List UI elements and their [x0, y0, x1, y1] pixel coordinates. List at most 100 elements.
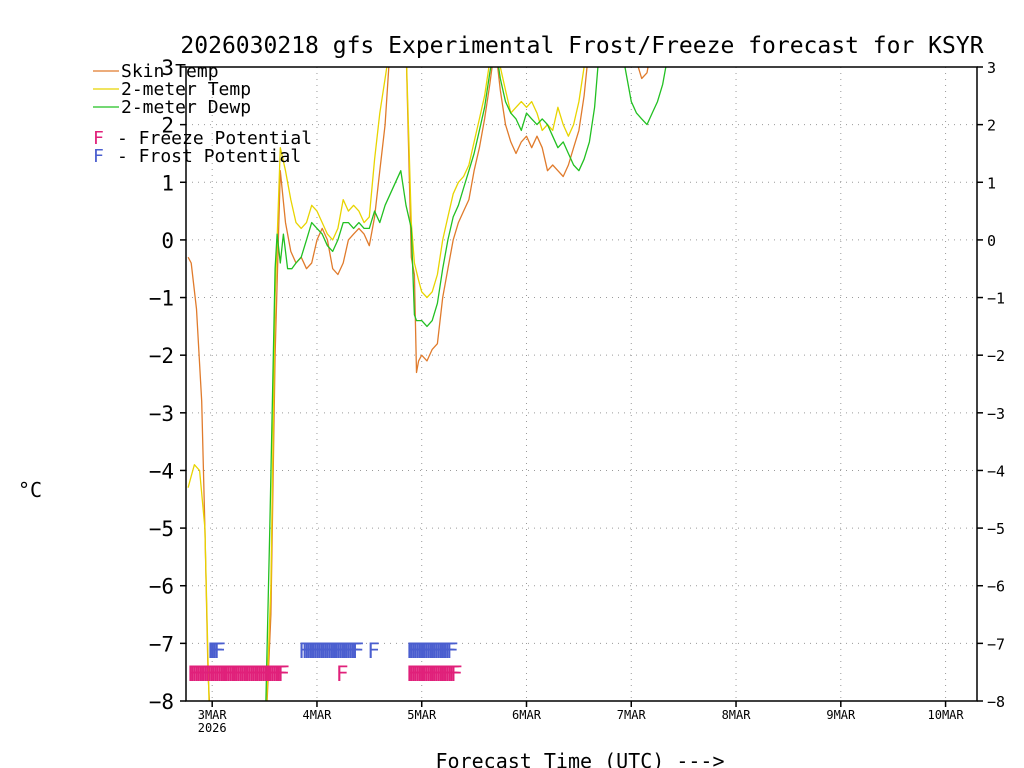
freeze-mark: F [267, 662, 280, 686]
frost-mark: F [349, 639, 362, 663]
frost-mark: F [316, 639, 329, 663]
y-tick-label-right: −3 [987, 405, 1005, 423]
freeze-mark: F [193, 662, 206, 686]
y-tick-label-right: 1 [987, 174, 996, 192]
frost-mark: F [419, 639, 432, 663]
freeze-mark: F [448, 662, 461, 686]
y-tick-label-right: −5 [987, 520, 1005, 538]
freeze-mark: F [433, 662, 446, 686]
frost-mark: F [427, 639, 440, 663]
freeze-mark: F [256, 662, 269, 686]
frost-mark: F [423, 639, 436, 663]
freeze-mark: F [250, 662, 263, 686]
freeze-mark: F [202, 662, 215, 686]
legend-label: 2-meter Temp [121, 79, 251, 100]
freeze-mark: F [210, 662, 223, 686]
y-tick-label-right: −8 [987, 693, 1005, 711]
freeze-mark: F [233, 662, 246, 686]
freeze-mark: F [425, 662, 438, 686]
x-tick-label: 10MAR [928, 708, 965, 722]
freeze-mark: F [421, 662, 434, 686]
freeze-mark: F [214, 662, 227, 686]
freeze-mark: F [440, 662, 453, 686]
y-tick-label-right: 2 [987, 117, 996, 135]
frost-mark: F [318, 639, 331, 663]
frost-mark: F [207, 639, 220, 663]
frost-mark: F [437, 639, 450, 663]
annotation-marker: F [93, 146, 104, 167]
y-tick-label: −4 [149, 459, 174, 483]
freeze-mark: F [198, 662, 211, 686]
freeze-mark: F [262, 662, 275, 686]
freeze-mark: F [258, 662, 271, 686]
frost-mark: F [410, 639, 423, 663]
freeze-mark: F [235, 662, 248, 686]
series-2-meter-temp [187, 67, 585, 701]
frost-mark: F [435, 639, 448, 663]
freeze-mark: F [336, 662, 349, 686]
frost-mark: F [429, 639, 442, 663]
y-tick-label-right: −4 [987, 462, 1005, 480]
freeze-mark: F [216, 662, 229, 686]
frost-mark: F [301, 639, 314, 663]
y-axis-right: −8 −7 −6 −5 −4 −3 −2 −1 0 1 2 3 [977, 59, 1005, 711]
freeze-mark: F [423, 662, 436, 686]
freeze-mark: F [225, 662, 238, 686]
frost-mark: F [406, 639, 419, 663]
freeze-mark: F [408, 662, 421, 686]
freeze-mark: F [200, 662, 213, 686]
series-2-meter-dewp [265, 67, 667, 701]
frost-mark: F [345, 639, 358, 663]
frost-mark: F [339, 639, 352, 663]
frost-mark: F [347, 639, 360, 663]
freeze-mark: F [265, 662, 278, 686]
annotation-label: - Freeze Potential [117, 128, 312, 149]
y-tick-label: 3 [161, 56, 174, 80]
freeze-mark: F [435, 662, 448, 686]
freeze-mark: F [252, 662, 265, 686]
x-axis-label: Forecast Time (UTC) ---> [436, 749, 725, 768]
frost-mark: F [320, 639, 333, 663]
x-tick-sublabel: 2026 [198, 721, 227, 735]
freeze-mark: F [275, 662, 288, 686]
frost-mark: F [308, 639, 321, 663]
freeze-mark: F [227, 662, 240, 686]
freeze-mark: F [206, 662, 219, 686]
freeze-mark: F [231, 662, 244, 686]
y-tick-label: −2 [149, 344, 174, 368]
frost-mark: F [310, 639, 323, 663]
freeze-mark: F [195, 662, 208, 686]
legend-label: 2-meter Dewp [121, 97, 251, 118]
frost-mark: F [209, 639, 222, 663]
freeze-mark: F [412, 662, 425, 686]
freeze-mark: F [273, 662, 286, 686]
frost-mark: F [298, 639, 311, 663]
frost-mark: F [303, 639, 316, 663]
freeze-mark: F [271, 662, 284, 686]
y-tick-label-right: −6 [987, 578, 1005, 596]
frost-mark: F [305, 639, 318, 663]
freeze-mark: F [223, 662, 236, 686]
x-tick-label: 9MAR [826, 708, 856, 722]
freeze-mark: F [189, 662, 202, 686]
y-axis-label: °C [18, 478, 42, 502]
plot-frame [185, 66, 978, 702]
y-tick-label: 0 [161, 229, 174, 253]
y-tick-label: −5 [149, 517, 174, 541]
y-tick-label-right: 0 [987, 232, 996, 250]
frost-mark: F [314, 639, 327, 663]
freeze-mark: F [427, 662, 440, 686]
frost-mark: F [333, 639, 346, 663]
freeze-mark: F [218, 662, 231, 686]
freeze-mark: F [208, 662, 221, 686]
freeze-mark: F [239, 662, 252, 686]
y-tick-label: −6 [149, 575, 174, 599]
y-tick-label-right: 3 [987, 59, 996, 77]
y-tick-label-right: −2 [987, 347, 1005, 365]
freeze-mark: F [237, 662, 250, 686]
freeze-mark: F [431, 662, 444, 686]
freeze-mark: F [437, 662, 450, 686]
